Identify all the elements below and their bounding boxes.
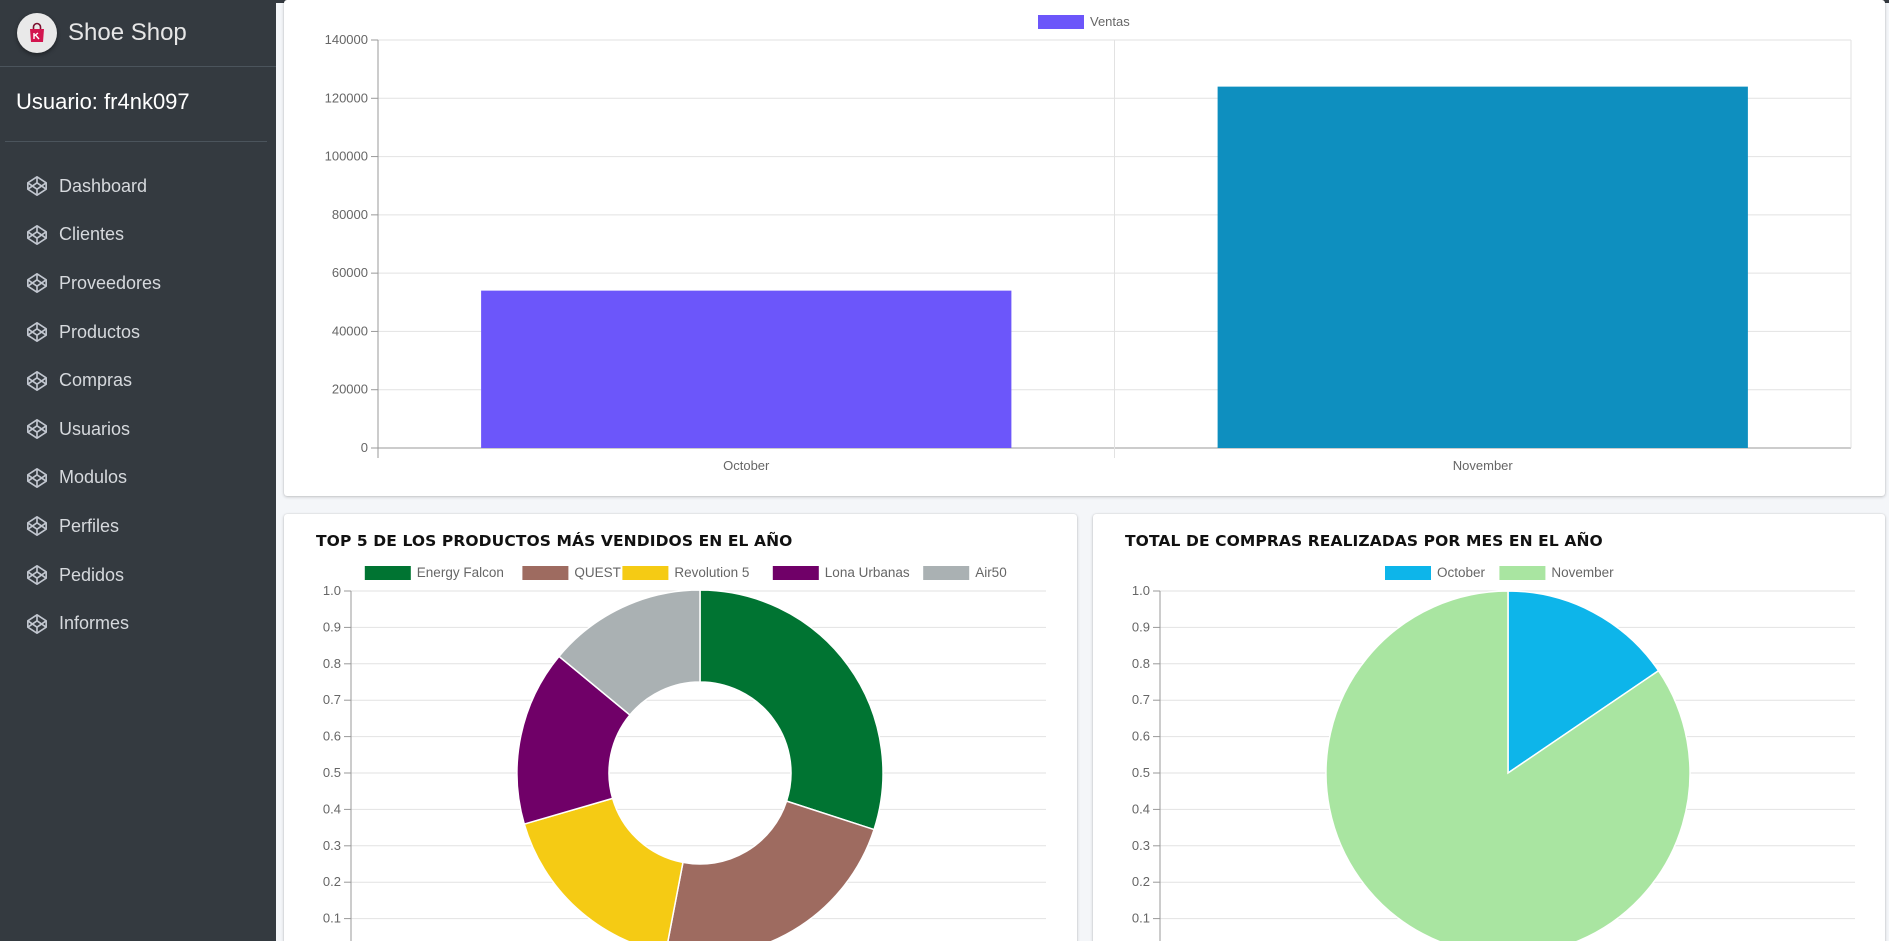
legend-label: October: [1437, 565, 1486, 580]
legend-label: Revolution 5: [674, 565, 749, 580]
legend-swatch: [772, 566, 819, 580]
legend-swatch: [923, 566, 970, 580]
codepen-icon: [27, 516, 47, 537]
sidebar-nav: Dashboard Clientes Proveedores Productos…: [0, 162, 276, 648]
y-tick-label: 0.3: [323, 838, 341, 853]
x-tick-label: October: [723, 458, 770, 473]
sidebar-item-label: Pedidos: [59, 564, 125, 585]
y-tick-label: 0.2: [1132, 874, 1150, 889]
card-title: TOTAL DE COMPRAS REALIZADAS POR MES EN E…: [1125, 532, 1603, 550]
codepen-icon: [27, 322, 47, 343]
sidebar-item-label: Perfiles: [59, 515, 120, 536]
legend-swatch: [522, 566, 569, 580]
y-tick-label: 0.8: [1132, 656, 1150, 671]
sidebar-item-productos[interactable]: Productos: [0, 308, 276, 357]
legend-label: Lona Urbanas: [825, 565, 910, 580]
legend-label: Ventas: [1090, 14, 1130, 29]
slice-october: [1507, 590, 1660, 775]
y-tick-label: 0.7: [323, 692, 341, 707]
bar-november: [1217, 86, 1748, 448]
sidebar-item-proveedores[interactable]: Proveedores: [0, 259, 276, 308]
sidebar-item-pedidos[interactable]: Pedidos: [0, 551, 276, 600]
slice-air50: [557, 589, 701, 717]
y-tick-label: 120000: [325, 90, 368, 105]
sidebar-item-clientes[interactable]: Clientes: [0, 211, 276, 260]
y-tick-label: 100000: [325, 149, 368, 164]
monthly-pie-chart: October November 1.0 0.9 0.8 0.7 0.6 0.5 0.4 0.3 0…: [1132, 565, 1855, 941]
shopping-bag-logo-icon: [17, 13, 57, 53]
codepen-icon: [27, 613, 47, 634]
legend-label: November: [1551, 565, 1614, 580]
sidebar-item-label: Clientes: [59, 224, 125, 245]
y-tick-label: 0.7: [1132, 692, 1150, 707]
slice-energy-falcon: [699, 589, 884, 831]
sidebar-item-label: Dashboard: [59, 175, 148, 196]
sidebar-item-label: Proveedores: [59, 272, 162, 293]
y-tick-label: 140000: [325, 32, 368, 47]
codepen-icon: [27, 467, 47, 488]
sidebar-divider: [5, 141, 267, 142]
codepen-icon: [27, 565, 47, 586]
sidebar-item-modulos[interactable]: Modulos: [0, 454, 276, 503]
y-tick-label: 0.1: [1132, 911, 1150, 926]
legend-label: QUEST: [574, 565, 621, 580]
sidebar-item-compras[interactable]: Compras: [0, 356, 276, 405]
legend-swatch: [1385, 566, 1431, 580]
codepen-icon: [27, 273, 47, 294]
sidebar-item-usuarios[interactable]: Usuarios: [0, 405, 276, 454]
card-title: TOP 5 DE LOS PRODUCTOS MÁS VENDIDOS EN E…: [316, 532, 793, 550]
y-tick-label: 1.0: [1132, 583, 1150, 598]
y-tick-label: 0.3: [1132, 838, 1150, 853]
y-tick-label: 1.0: [323, 583, 341, 598]
y-tick-label: 0.6: [323, 729, 341, 744]
slice-november: [1325, 590, 1691, 941]
slice-quest: [667, 800, 875, 941]
sales-chart-card: Ventas 0 20000 40000 60000 80000 100000 120000 1…: [284, 0, 1885, 496]
y-tick-label: 0.5: [1132, 765, 1150, 780]
top5-doughnut-chart: Energy Falcon QUEST Revolution 5 Lona Urban…: [323, 565, 1046, 941]
legend-swatch: [364, 566, 411, 580]
y-tick-label: 0.1: [323, 911, 341, 926]
y-tick-label: 0.8: [323, 656, 341, 671]
y-tick-label: 40000: [332, 323, 368, 338]
sidebar-item-label: Compras: [59, 370, 133, 391]
sales-bar-chart: Ventas 0 20000 40000 60000 80000 100000 120000 1…: [325, 14, 1852, 473]
codepen-icon: [27, 224, 47, 245]
legend-swatch: [1038, 15, 1084, 29]
sidebar-item-label: Modulos: [59, 467, 128, 488]
y-tick-label: 0: [361, 440, 368, 455]
y-tick-label: 0.6: [1132, 729, 1150, 744]
codepen-icon: [27, 419, 47, 440]
y-tick-label: 80000: [332, 207, 368, 222]
legend-label: Air50: [975, 565, 1007, 580]
y-tick-label: 20000: [332, 382, 368, 397]
bar-october: [481, 290, 1012, 448]
y-tick-label: 0.4: [323, 801, 341, 816]
y-tick-label: 60000: [332, 265, 368, 280]
sidebar: Shoe Shop Usuario: fr4nk097 Dashboard Cl…: [0, 0, 276, 941]
brand-name: Shoe Shop: [68, 19, 187, 46]
sidebar-item-informes[interactable]: Informes: [0, 599, 276, 648]
x-tick-label: November: [1453, 458, 1514, 473]
codepen-icon: [27, 370, 47, 391]
y-tick-label: 0.5: [323, 765, 341, 780]
slice-revolution-5: [523, 797, 684, 941]
sidebar-item-label: Informes: [59, 613, 130, 634]
legend-swatch: [1499, 566, 1546, 580]
codepen-icon: [27, 176, 47, 197]
sidebar-item-label: Productos: [59, 321, 141, 342]
y-tick-label: 0.2: [323, 874, 341, 889]
legend-label: Energy Falcon: [417, 565, 504, 580]
top5-products-card: TOP 5 DE LOS PRODUCTOS MÁS VENDIDOS EN E…: [284, 514, 1077, 941]
sidebar-item-dashboard[interactable]: Dashboard: [0, 162, 276, 211]
y-tick-label: 0.9: [323, 619, 341, 634]
user-panel: Usuario: fr4nk097: [16, 89, 190, 114]
sidebar-item-perfiles[interactable]: Perfiles: [0, 502, 276, 551]
sidebar-item-label: Usuarios: [59, 418, 131, 439]
legend-swatch: [622, 566, 669, 580]
brand-link[interactable]: Shoe Shop: [0, 0, 276, 67]
y-tick-label: 0.9: [1132, 619, 1150, 634]
monthly-purchases-card: TOTAL DE COMPRAS REALIZADAS POR MES EN E…: [1093, 514, 1885, 941]
y-tick-label: 0.4: [1132, 801, 1150, 816]
